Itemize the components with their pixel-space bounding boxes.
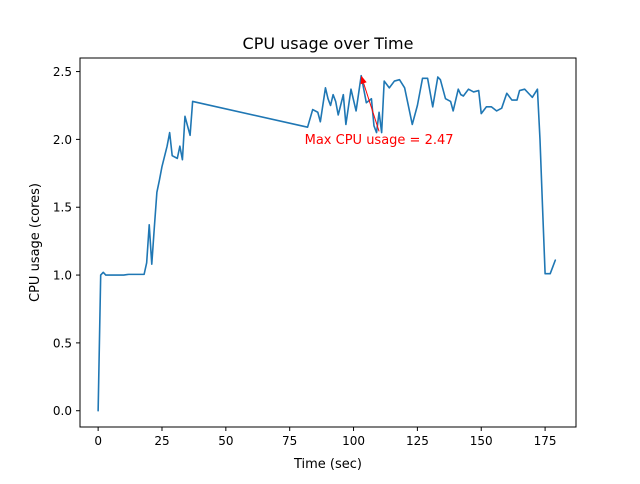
x-tick-label: 125 [406,434,429,448]
x-axis-label: Time (sec) [293,457,362,472]
chart-title: CPU usage over Time [243,34,414,53]
x-tick-label: 75 [282,434,297,448]
y-tick-label: 0.0 [53,404,72,418]
y-tick-label: 2.5 [53,65,72,79]
y-tick-label: 2.0 [53,133,72,147]
y-tick-label: 1.0 [53,269,72,283]
x-tick-label: 25 [154,434,169,448]
x-tick-label: 175 [534,434,557,448]
x-tick-label: 50 [218,434,233,448]
annotation-label: Max CPU usage = 2.47 [305,133,454,148]
x-tick-label: 0 [94,434,102,448]
x-tick-label: 100 [342,434,365,448]
x-tick-label: 150 [470,434,493,448]
y-tick-label: 0.5 [53,336,72,350]
y-tick-label: 1.5 [53,201,72,215]
y-axis-label: CPU usage (cores) [28,183,43,302]
